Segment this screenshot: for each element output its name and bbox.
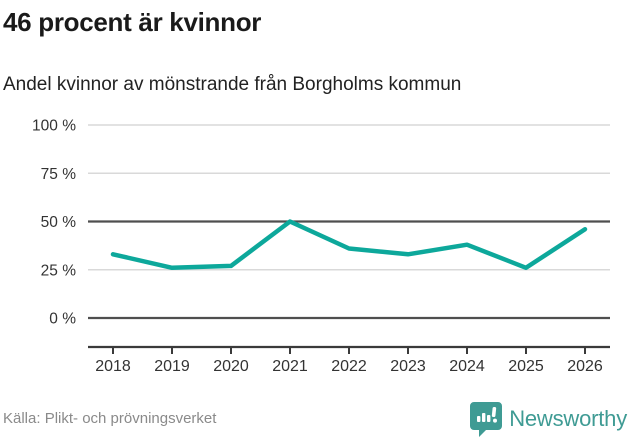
x-tick-label: 2025 bbox=[508, 358, 544, 375]
x-tick-label: 2023 bbox=[390, 358, 426, 375]
x-tick-label: 2021 bbox=[272, 358, 308, 375]
page-title: 46 procent är kvinnor bbox=[3, 7, 262, 37]
y-tick-label: 100 % bbox=[32, 117, 76, 134]
y-tick-label: 75 % bbox=[41, 165, 77, 182]
y-tick-label: 50 % bbox=[41, 214, 77, 231]
data-series-line bbox=[110, 218, 588, 270]
source-note: Källa: Plikt- och prövningsverket bbox=[3, 410, 217, 427]
chart-subtitle: Andel kvinnor av mönstrande från Borghol… bbox=[3, 73, 462, 95]
y-tick-label: 0 % bbox=[49, 310, 76, 327]
x-tick-label: 2020 bbox=[213, 358, 249, 375]
x-tick-label: 2018 bbox=[95, 358, 131, 375]
chart-footer: Källa: Plikt- och prövningsverket Newswo… bbox=[0, 396, 631, 447]
brand-logo: Newsworthy bbox=[470, 401, 627, 437]
y-tick-label: 25 % bbox=[41, 262, 77, 279]
x-tick-label: 2022 bbox=[331, 358, 367, 375]
newsworthy-logo-icon bbox=[470, 401, 503, 437]
x-tick-label: 2026 bbox=[567, 358, 603, 375]
x-tick-label: 2019 bbox=[154, 358, 190, 375]
brand-name: Newsworthy bbox=[509, 405, 627, 431]
x-tick-label: 2024 bbox=[449, 358, 485, 375]
line-chart: 0 % 25 % 50 % 75 % 100 % 2018 2019 2020 2021 2022… bbox=[32, 117, 610, 375]
